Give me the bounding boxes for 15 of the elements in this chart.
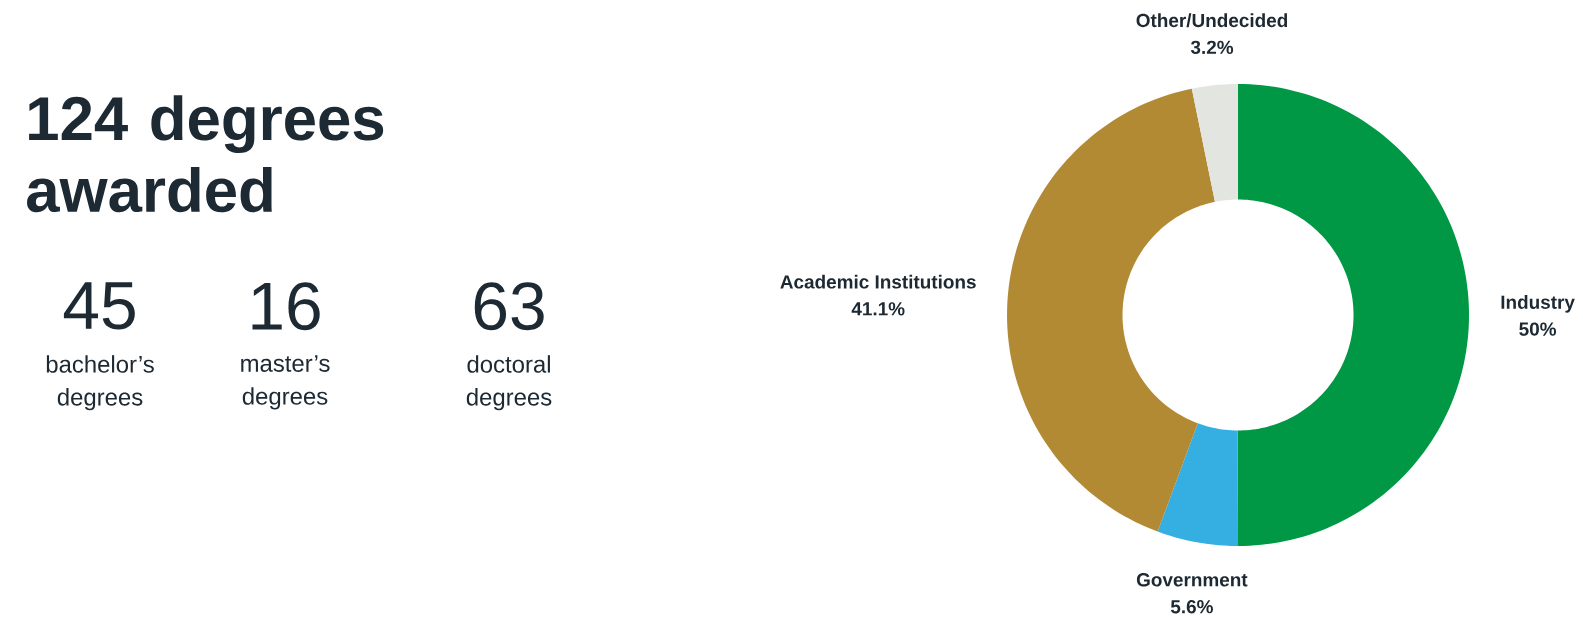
slice-label: Industry [1501, 295, 1575, 313]
text: master’s degrees [241, 355, 330, 410]
text: 45 [63, 282, 135, 330]
text: doctoral degrees [466, 355, 552, 411]
slice-label: Other/Undecided [1136, 13, 1288, 28]
text: 63 [474, 282, 544, 331]
text: 124 degrees awarded [27, 95, 384, 213]
slice-label: Academic Institutions [780, 274, 976, 289]
data-label: 50% [1519, 322, 1557, 336]
data-label: 5.6% [1170, 600, 1213, 614]
data-label: 41.1% [851, 302, 905, 316]
text: bachelor’s degrees [46, 355, 154, 411]
text: 16 [252, 282, 320, 331]
data-label: 3.2% [1190, 40, 1234, 55]
slice-label: Government [1136, 573, 1248, 587]
